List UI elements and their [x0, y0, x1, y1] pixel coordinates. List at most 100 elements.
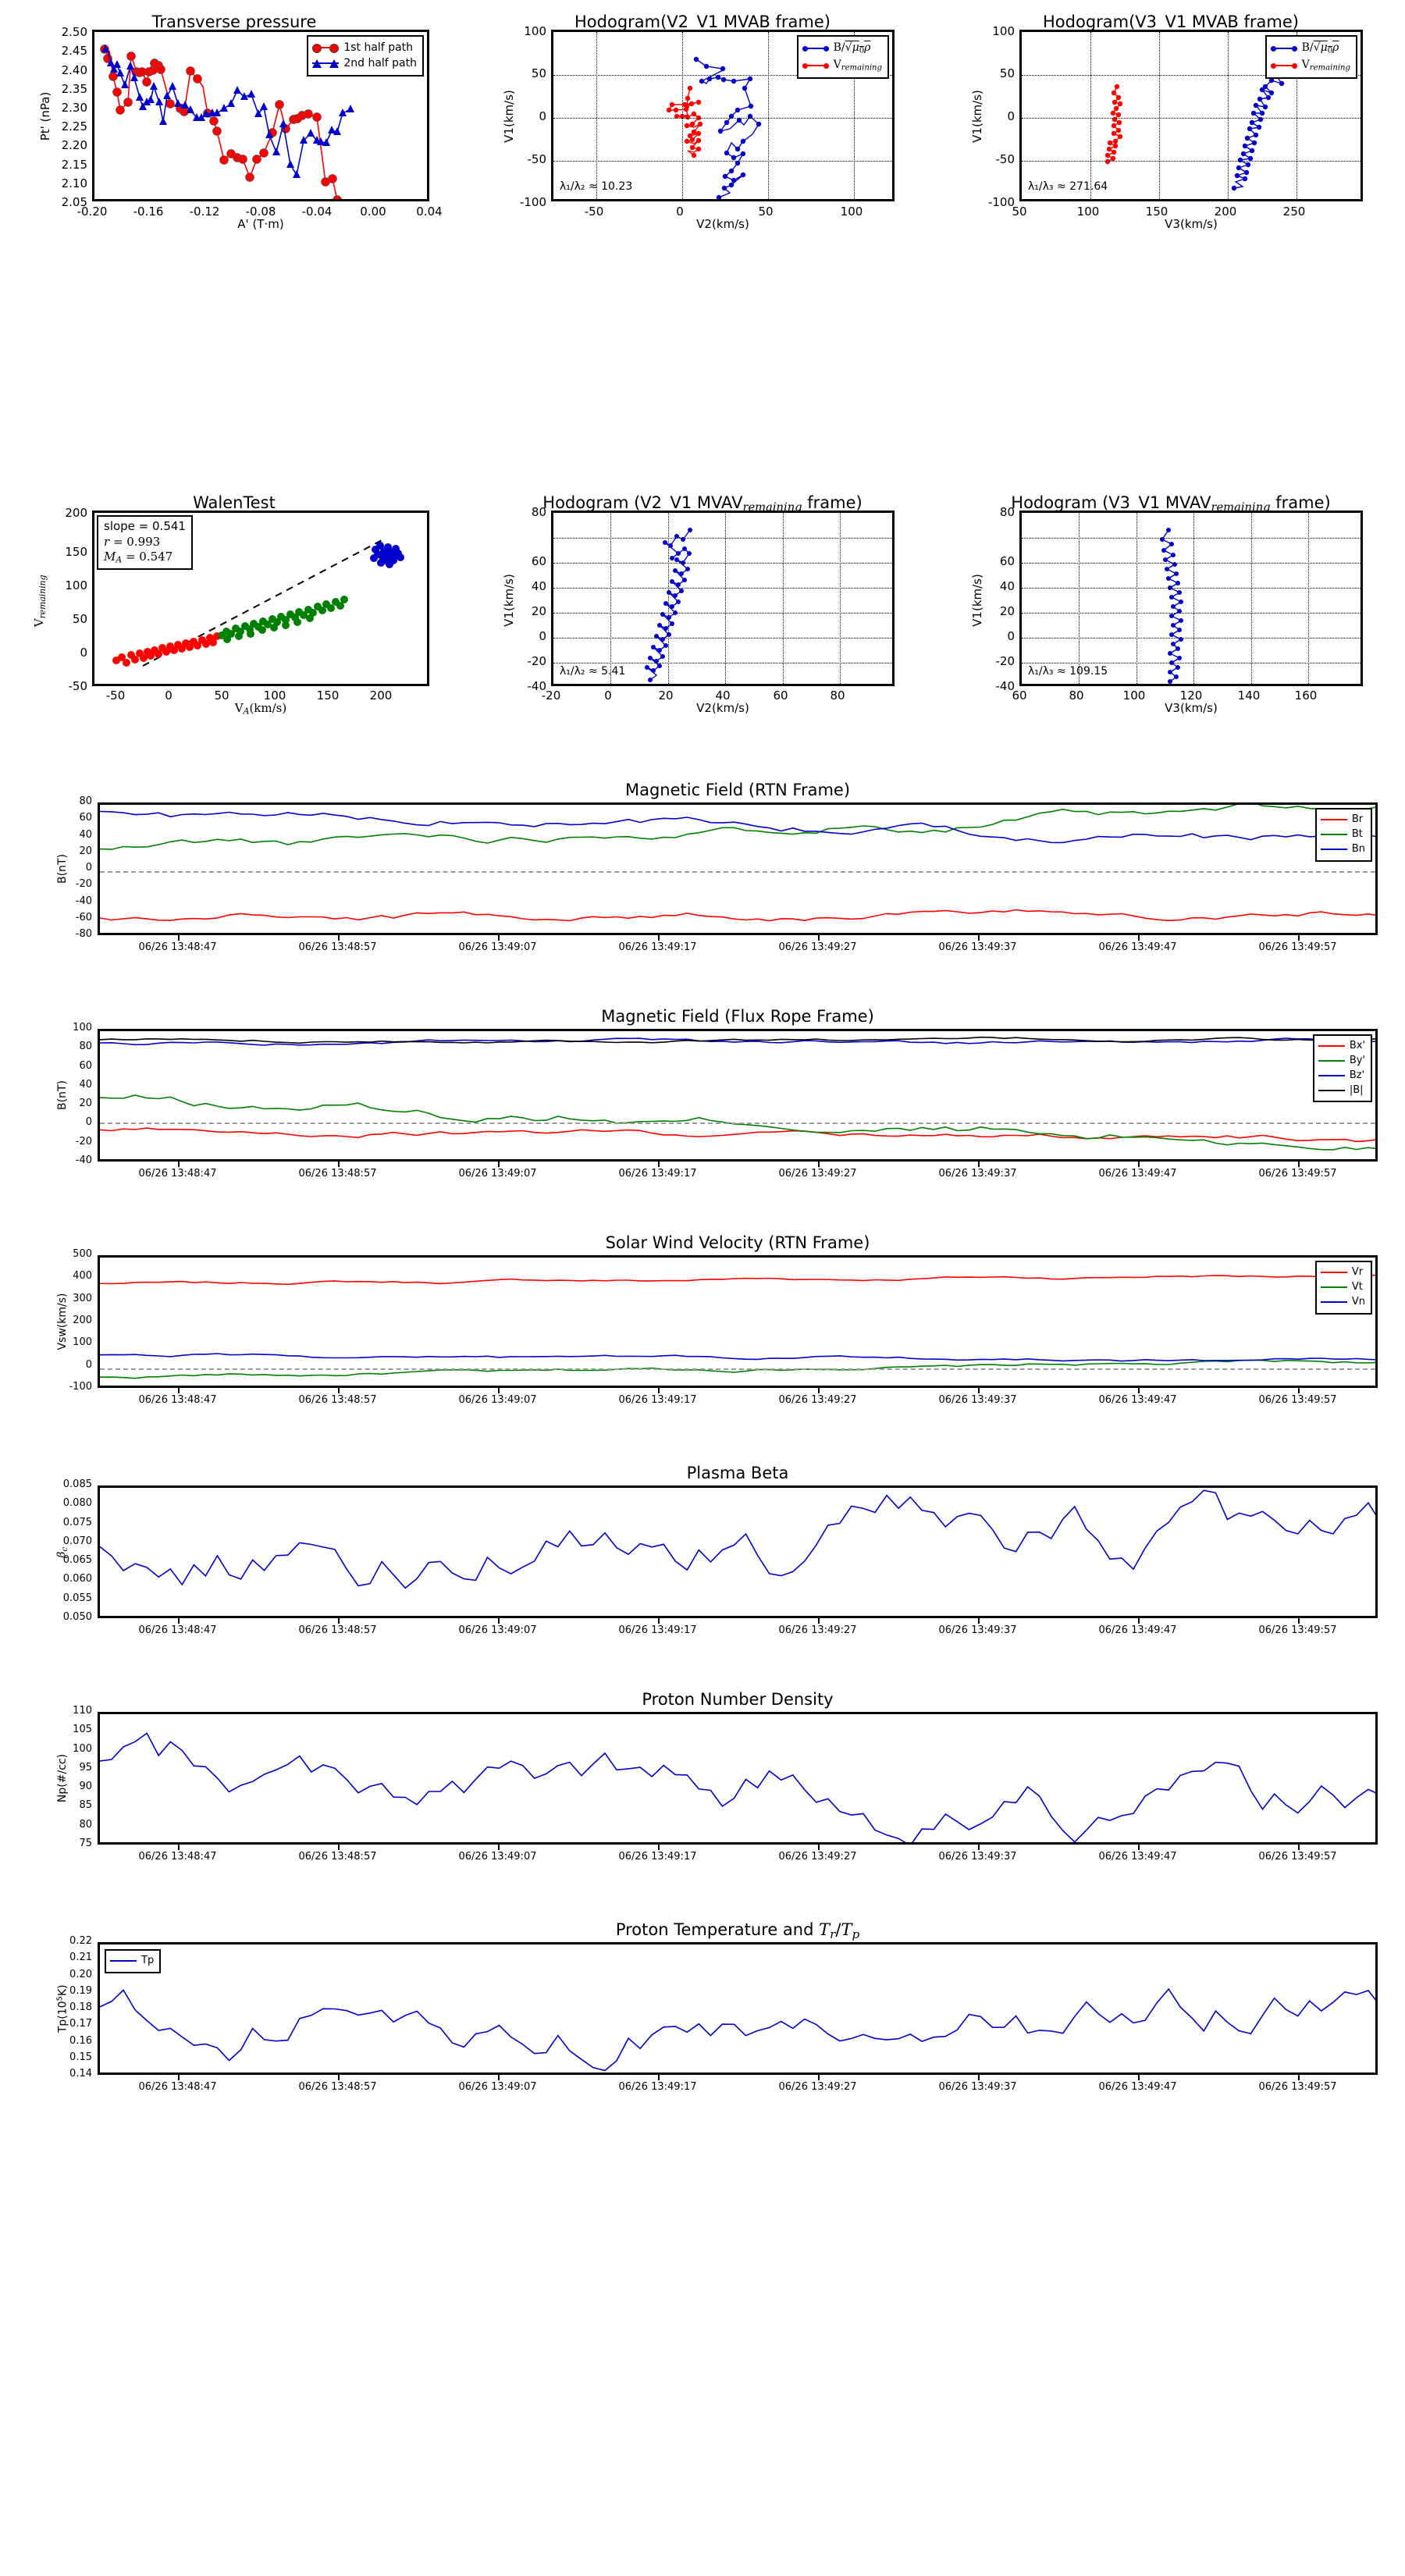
legend-label: Bt: [1351, 827, 1363, 840]
gridline-v: [1308, 513, 1309, 684]
x-tick: 0.04: [416, 205, 443, 219]
y-tick: 75: [79, 1838, 92, 1849]
x-tick: 06/26 13:49:57: [1258, 1624, 1337, 1636]
x-tick: 06/26 13:49:47: [1098, 941, 1177, 953]
legend-label: Bn: [1351, 842, 1365, 855]
x-tick-mark: [657, 1845, 660, 1850]
x-tick: 06/26 13:49:27: [778, 1394, 857, 1406]
x-tick: -50: [105, 688, 126, 703]
x-tick: 06/26 13:49:47: [1098, 1394, 1177, 1406]
y-tick: 0.18: [69, 2001, 92, 2013]
y-tick: 0.060: [62, 1573, 92, 1585]
legend-entry: B/√μ0ρ: [802, 40, 882, 57]
gridline-v: [596, 32, 597, 199]
y-tick: 110: [73, 1705, 92, 1717]
plot-area: [98, 1712, 1378, 1845]
x-tick: 06/26 13:49:07: [458, 1624, 537, 1636]
x-tick-mark: [177, 1162, 180, 1167]
y-tick: 90: [79, 1781, 92, 1793]
x-tick: 0.00: [360, 205, 386, 219]
y-tick: 0.075: [62, 1516, 92, 1528]
y-tick: 60: [79, 1059, 92, 1072]
plot-area: λ₁/λ₂ ≈ 5.41: [551, 511, 895, 686]
y-tick: 100: [73, 1022, 92, 1034]
legend-entry: Vremaining: [802, 57, 882, 74]
x-tick: 06/26 13:49:37: [938, 1168, 1017, 1179]
x-tick: -0.08: [245, 205, 276, 219]
panel-title: Hodogram(V2_V1 MVAB frame): [574, 12, 831, 31]
legend-label: By': [1349, 1054, 1365, 1066]
legend-label: Bz': [1349, 1069, 1365, 1081]
y-tick: 60: [999, 554, 1015, 568]
y-tick: 40: [999, 579, 1015, 593]
x-tick-mark: [1297, 1618, 1300, 1624]
y-tick: -80: [75, 928, 92, 940]
x-tick: 0: [604, 688, 612, 703]
x-tick-mark: [1137, 1162, 1140, 1167]
series-line: [100, 1359, 1375, 1379]
legend-swatch: [1318, 1086, 1345, 1095]
x-tick-mark: [497, 935, 500, 941]
timeseries-panel-2: Solar Wind Velocity (RTN Frame) Vr Vt Vn Vsw…: [0, 1233, 1405, 1444]
gridline-h: [1022, 563, 1361, 564]
legend-entry: By': [1318, 1054, 1365, 1069]
x-tick: 150: [1145, 205, 1168, 219]
legend-swatch: [1318, 1041, 1345, 1051]
x-tick-mark: [657, 2075, 660, 2080]
eigenvalue-ratio-annotation: λ₁/λ₂ ≈ 5.41: [560, 665, 626, 678]
legend-swatch-red: [1270, 61, 1297, 70]
x-tick: 06/26 13:48:57: [298, 1394, 377, 1406]
y-tick: 95: [79, 1761, 92, 1774]
legend-label: B/√μ0ρ: [833, 41, 871, 55]
x-tick: 06/26 13:49:57: [1258, 941, 1337, 953]
panel-walen-test: WalenTest: [0, 484, 468, 718]
legend-swatch: [110, 1956, 137, 1966]
x-tick: 06/26 13:49:17: [618, 941, 697, 953]
y-tick: 0: [85, 1116, 92, 1129]
legend-timeseries-5: Tp: [105, 1949, 162, 1973]
y-tick: 0: [80, 646, 87, 660]
y-tick: 500: [73, 1248, 92, 1260]
x-tick-mark: [497, 1162, 500, 1167]
gridline-h: [1022, 538, 1361, 539]
x-tick: 60: [1012, 688, 1027, 703]
legend-label: Vt: [1351, 1280, 1363, 1293]
x-tick: 0: [165, 688, 173, 703]
y-tick: 80: [79, 1818, 92, 1831]
timeseries-panel-5: Proton Temperature and Tr/Tp Tp Tp(105K) 0.…: [0, 1920, 1405, 2131]
x-tick: 06/26 13:48:47: [138, 1624, 217, 1636]
x-tick: 50: [758, 205, 774, 219]
y-tick: 60: [79, 812, 92, 824]
gridline-h: [553, 663, 892, 664]
legend-swatch-circle: [312, 43, 340, 54]
y-tick: 100: [65, 578, 87, 592]
y-tick: 0: [85, 862, 92, 873]
timeseries-panel-1: Magnetic Field (Flux Rope Frame) Bx' By' Bz…: [0, 1007, 1405, 1218]
x-tick: 160: [1294, 688, 1318, 703]
y-tick: 0.080: [62, 1497, 92, 1510]
x-tick-mark: [337, 1845, 340, 1850]
y-tick: 50: [531, 66, 546, 80]
x-tick-mark: [1137, 2075, 1140, 2080]
y-tick: 20: [531, 604, 546, 618]
legend-entry: B/√μ0ρ: [1270, 40, 1350, 57]
x-axis-label: V3(km/s): [1165, 217, 1218, 231]
gridline-v: [1251, 513, 1252, 684]
x-tick: 06/26 13:49:37: [938, 941, 1017, 953]
x-tick: 06/26 13:49:07: [458, 2081, 537, 2093]
x-tick-mark: [177, 935, 180, 941]
gridline-v: [1079, 513, 1080, 684]
legend-hodogram2: B/√μ0ρ Vremaining: [1264, 35, 1357, 80]
gridline-h: [553, 118, 892, 119]
panel-transverse-pressure: Transverse pressure: [0, 0, 468, 453]
y-tick: -40: [995, 679, 1016, 693]
x-tick: 06/26 13:49:37: [938, 2081, 1017, 2093]
y-tick: -60: [75, 911, 92, 923]
gridline-h: [553, 161, 892, 162]
x-tick-mark: [977, 1388, 980, 1393]
zero-reference-line: [100, 1123, 1375, 1125]
hodogram1-svg: [666, 56, 762, 199]
x-tick-mark: [817, 1618, 820, 1624]
legend-swatch: [1320, 845, 1347, 854]
y-tick: 2.15: [61, 158, 87, 172]
